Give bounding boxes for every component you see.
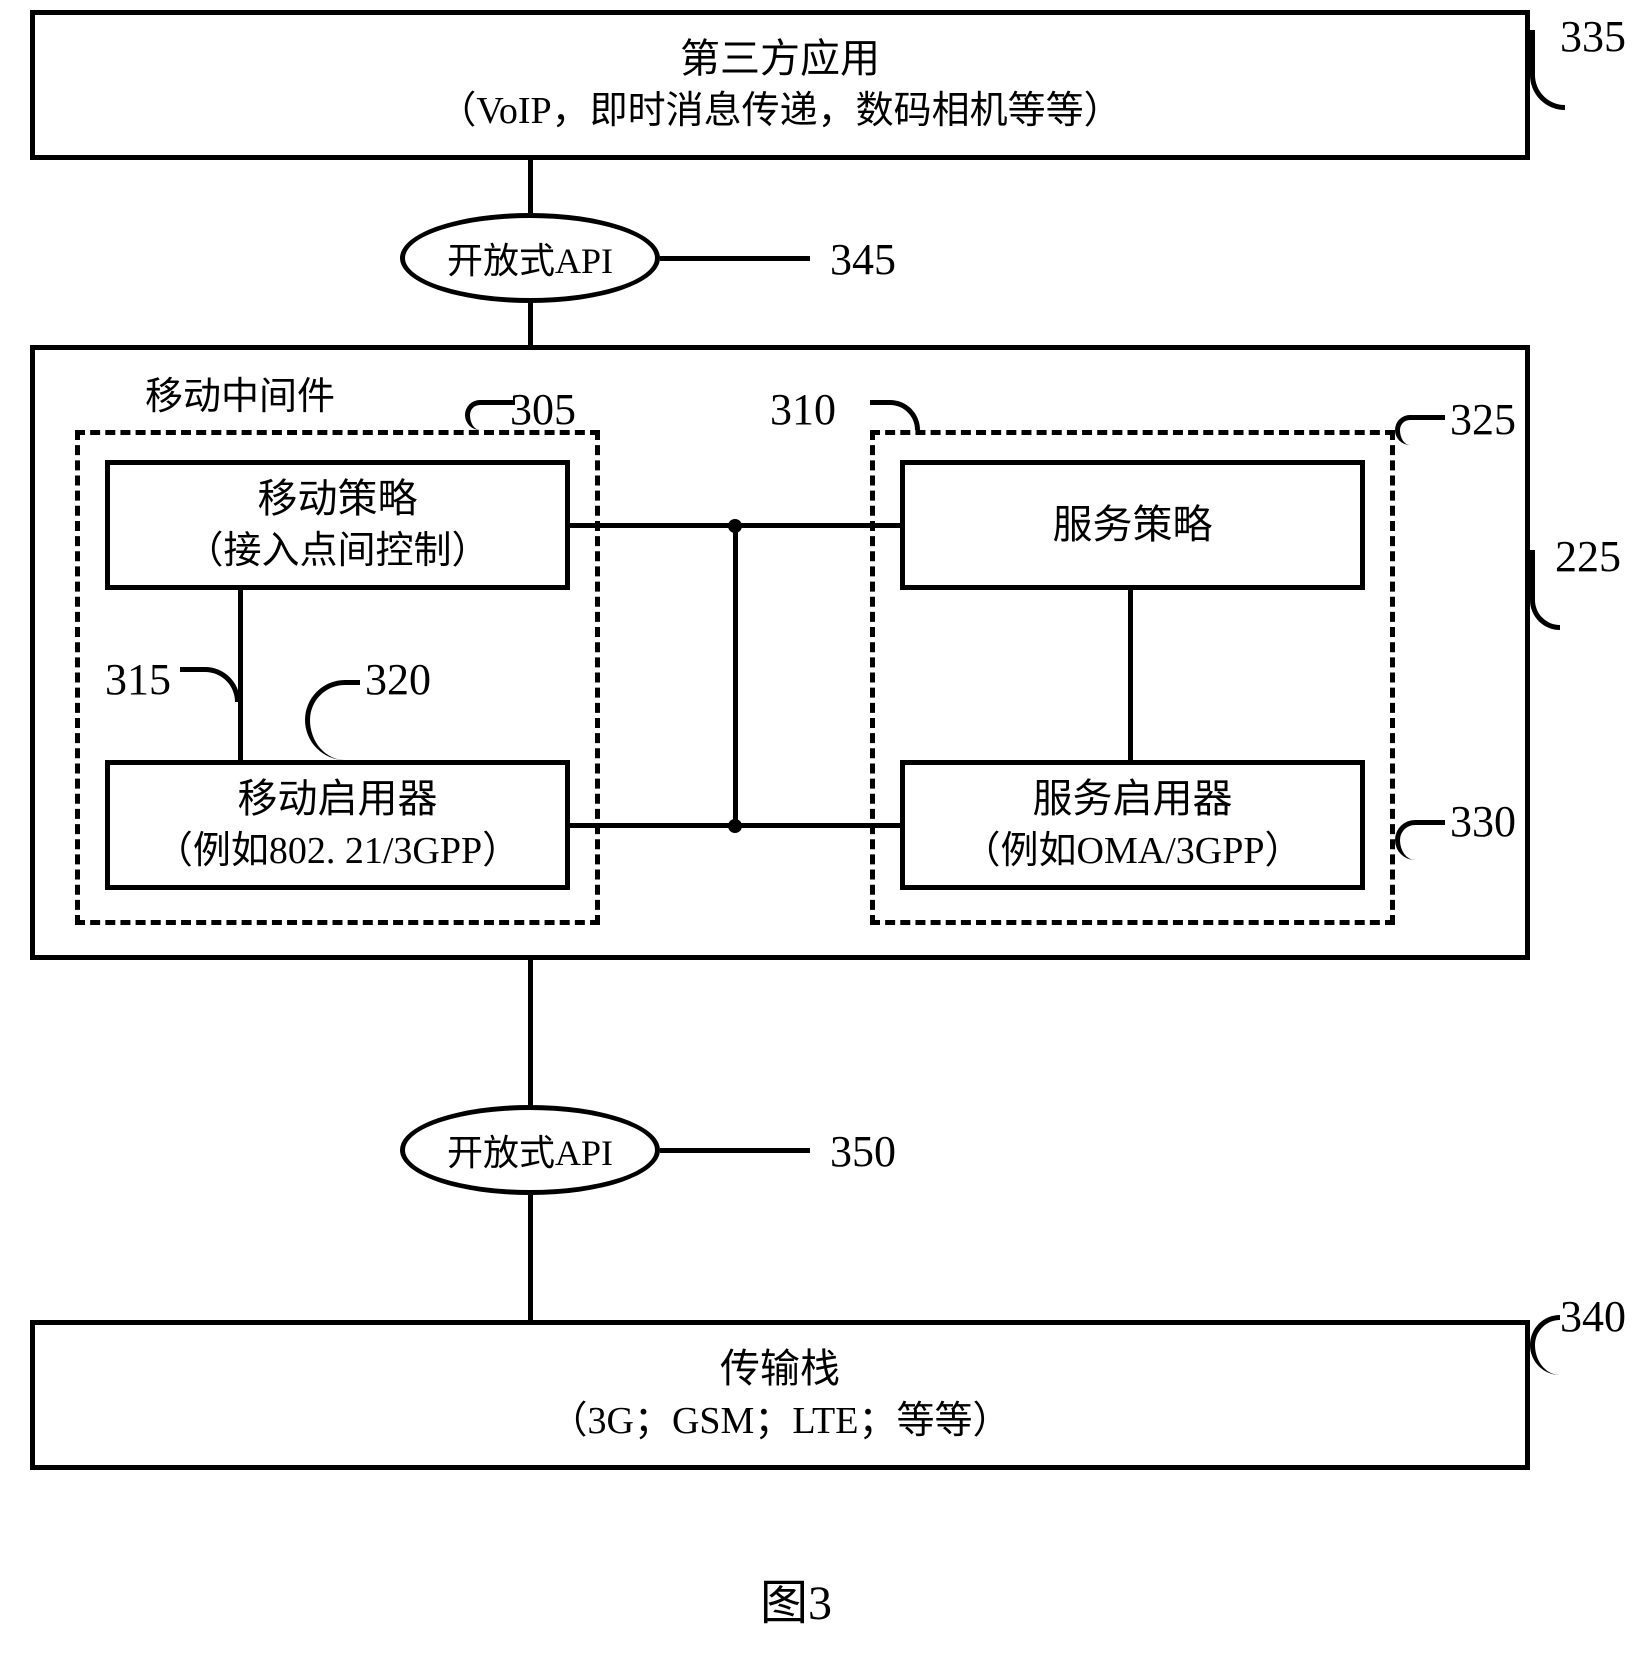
- open-api-upper-text: 开放式API: [447, 232, 613, 284]
- label-305: 305: [510, 388, 576, 432]
- diagram-canvas: 第三方应用 （VoIP，即时消息传递，数码相机等等） 335 开放式API 34…: [0, 0, 1633, 1675]
- conn-left-pair-v: [238, 590, 243, 760]
- label-335: 335: [1560, 15, 1626, 59]
- conn-api-to-mid: [528, 303, 533, 345]
- label-350: 350: [830, 1130, 896, 1174]
- third-party-apps-title: 第三方应用: [680, 32, 880, 86]
- third-party-apps-subtitle: （VoIP，即时消息传递，数码相机等等）: [438, 86, 1121, 137]
- conn-right-pair-v: [1128, 590, 1133, 760]
- label-340: 340: [1560, 1295, 1626, 1339]
- label-310: 310: [770, 388, 836, 432]
- leader-350-line: [660, 1148, 810, 1153]
- mobile-policy-box: 移动策略 （接入点间控制）: [105, 460, 570, 590]
- third-party-apps-block: 第三方应用 （VoIP，即时消息传递，数码相机等等）: [30, 10, 1530, 160]
- service-enabler-title: 服务启用器: [1033, 772, 1233, 826]
- leader-345-line: [660, 256, 810, 261]
- service-policy-box: 服务策略: [900, 460, 1365, 590]
- mobile-enabler-title: 移动启用器: [238, 772, 438, 826]
- leader-330: [1395, 820, 1445, 860]
- leader-340: [1530, 1315, 1560, 1375]
- service-enabler-box: 服务启用器 （例如OMA/3GPP）: [900, 760, 1365, 890]
- mobile-enabler-box: 移动启用器 （例如802. 21/3GPP）: [105, 760, 570, 890]
- transport-stack-subtitle: （3G；GSM；LTE；等等）: [550, 1396, 1011, 1447]
- label-345: 345: [830, 238, 896, 282]
- figure-caption: 图3: [760, 1580, 832, 1628]
- mobile-middleware-title: 移动中间件: [145, 378, 335, 416]
- leader-305: [465, 400, 515, 430]
- service-enabler-subtitle: （例如OMA/3GPP）: [963, 826, 1303, 877]
- leader-325: [1395, 415, 1445, 445]
- open-api-lower: 开放式API: [400, 1105, 660, 1195]
- label-320: 320: [365, 658, 431, 702]
- mobile-policy-subtitle: （接入点间控制）: [185, 526, 489, 577]
- label-325: 325: [1450, 398, 1516, 442]
- transport-stack-block: 传输栈 （3G；GSM；LTE；等等）: [30, 1320, 1530, 1470]
- open-api-upper: 开放式API: [400, 213, 660, 303]
- conn-center-v: [733, 523, 738, 828]
- conn-mid-to-api2: [528, 960, 533, 1105]
- open-api-lower-text: 开放式API: [447, 1124, 613, 1176]
- label-315: 315: [105, 658, 171, 702]
- conn-top-to-api: [528, 160, 533, 213]
- label-330: 330: [1450, 800, 1516, 844]
- mobile-enabler-subtitle: （例如802. 21/3GPP）: [155, 826, 520, 877]
- label-225: 225: [1555, 535, 1621, 579]
- mobile-policy-title: 移动策略: [258, 472, 418, 526]
- transport-stack-title: 传输栈: [720, 1342, 840, 1396]
- service-policy-title: 服务策略: [1053, 498, 1213, 552]
- junction-bot: [728, 819, 742, 833]
- junction-top: [728, 519, 742, 533]
- conn-api2-to-bot: [528, 1195, 533, 1320]
